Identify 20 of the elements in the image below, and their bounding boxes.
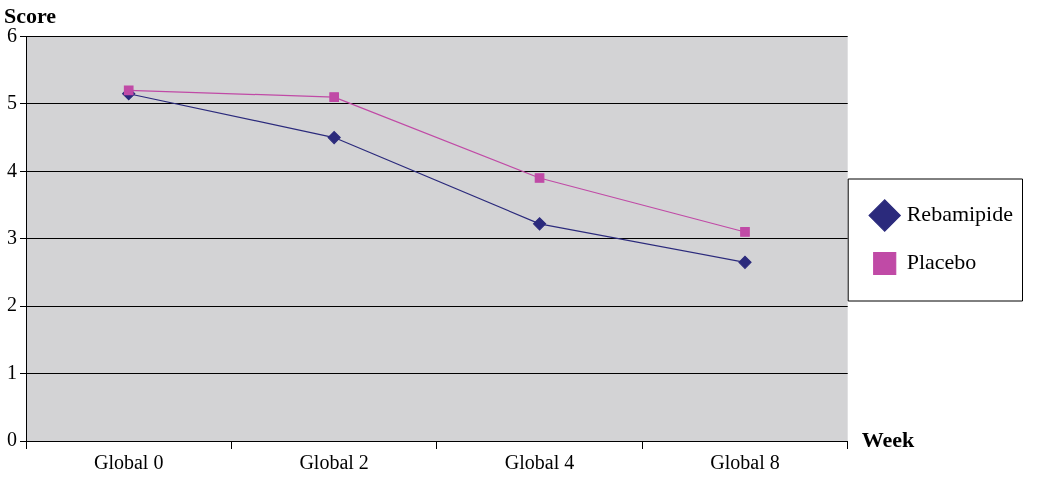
point: [123, 85, 134, 96]
x-tick-label: Global 2: [299, 451, 369, 474]
legend-label: Rebamipide: [906, 201, 1014, 227]
y-tick-label: 5: [7, 91, 17, 114]
point: [329, 92, 339, 102]
x-tick-label: Global 8: [710, 451, 780, 474]
y-tick-label: 4: [7, 158, 17, 181]
point: [327, 130, 341, 145]
x-axis-title: Week: [861, 426, 916, 452]
y-tick-label: 2: [7, 293, 17, 316]
point: [532, 217, 547, 231]
y-tick-label: 0: [7, 428, 17, 451]
legend-label: Placebo: [906, 249, 977, 275]
x-tick-label: Global 0: [93, 451, 164, 474]
y-tick-label: 1: [7, 360, 17, 383]
point: [740, 227, 750, 237]
point: [534, 173, 545, 183]
x-tick-label: Global 4: [504, 451, 575, 474]
point: [738, 255, 752, 269]
y-tick-label: 3: [7, 225, 17, 248]
